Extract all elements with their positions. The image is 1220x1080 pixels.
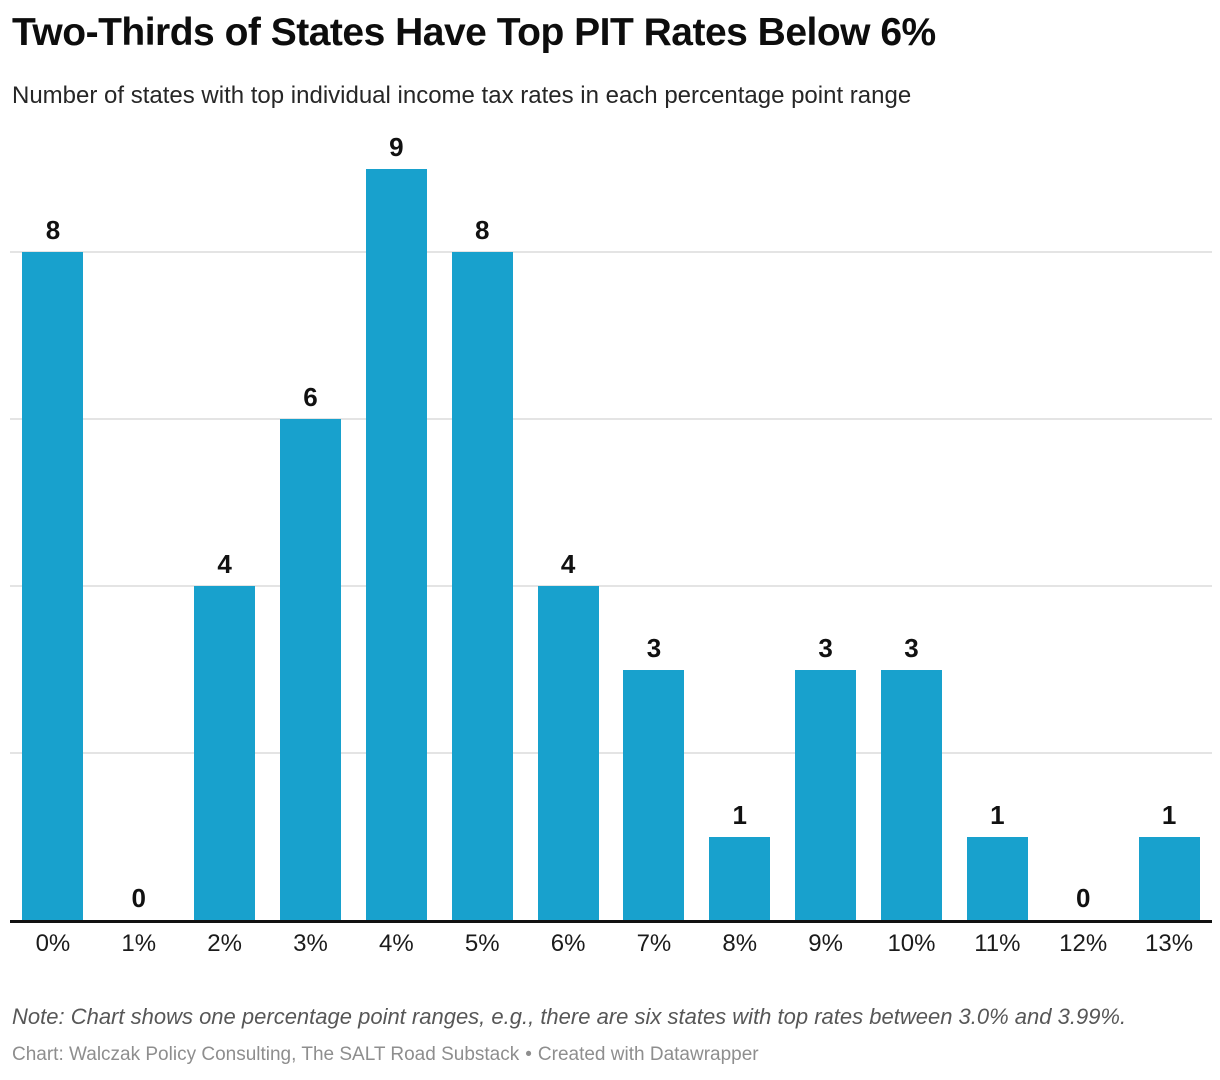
chart-subtitle: Number of states with top individual inc… (12, 82, 912, 109)
bar-value-label: 9 (389, 131, 404, 162)
x-tick-label: 6% (550, 930, 586, 957)
bar-value-label: 1 (990, 799, 1005, 830)
chart-title: Two-Thirds of States Have Top PIT Rates … (12, 11, 936, 54)
bar (966, 836, 1028, 920)
x-tick-label: 13% (1145, 930, 1194, 957)
gridline (10, 418, 1212, 420)
x-tick-label: 11% (974, 930, 1021, 957)
x-axis-line (10, 920, 1212, 923)
x-tick-label: 0% (35, 930, 71, 957)
x-tick-label: 1% (121, 930, 157, 957)
bar (795, 669, 857, 920)
x-tick-label: 5% (464, 930, 500, 957)
x-tick-label: 9% (808, 930, 843, 957)
datawrapper-link[interactable]: Created with Datawrapper (537, 1044, 759, 1065)
gridline (10, 251, 1212, 253)
x-tick-label: 2% (207, 930, 242, 957)
bar (709, 836, 771, 920)
plot-area: 8 0 4 6 9 8 4 3 1 3 3 1 0 1 (10, 130, 1212, 923)
x-tick-label: 10% (887, 930, 936, 957)
bar-value-label: 0 (131, 883, 146, 913)
bar (280, 419, 341, 920)
bar (22, 252, 84, 920)
chart-note: Note: Chart shows one percentage point r… (12, 1004, 1127, 1029)
x-tick-label: 8% (722, 930, 758, 957)
bar (881, 669, 942, 920)
x-tick-label: 7% (636, 930, 672, 957)
bar-value-label: 3 (818, 632, 833, 663)
gridline (10, 752, 1212, 754)
credit-separator: • (525, 1044, 532, 1065)
bar (365, 168, 427, 920)
bar-value-label: 1 (1161, 799, 1177, 830)
bar-value-label: 1 (732, 799, 747, 830)
bar-value-label: 8 (45, 215, 61, 245)
bar-value-label: 4 (560, 549, 576, 579)
bar-value-label: 4 (217, 549, 232, 579)
bar-value-label: 6 (303, 382, 318, 412)
x-axis-labels: 0% 1% 2% 3% 4% 5% 6% 7% 8% 9% 10% 11% 12% 13% (10, 930, 1212, 962)
bar (537, 586, 599, 920)
bar-value-label: 0 (1075, 883, 1091, 913)
credit-text: Chart: Walczak Policy Consulting, The SA… (12, 1044, 520, 1065)
bar (194, 586, 256, 920)
x-tick-label: 4% (379, 930, 414, 957)
bar-value-label: 3 (646, 632, 662, 663)
bar (1138, 836, 1200, 920)
bar-value-label: 3 (904, 632, 919, 663)
bar (451, 252, 513, 920)
chart-credit: Chart: Walczak Policy Consulting, The SA… (12, 1044, 1212, 1066)
x-tick-label: 12% (1059, 930, 1108, 957)
bar-value-label: 8 (474, 215, 490, 245)
bar (623, 669, 685, 920)
gridline (10, 585, 1212, 587)
x-tick-label: 3% (293, 930, 328, 957)
